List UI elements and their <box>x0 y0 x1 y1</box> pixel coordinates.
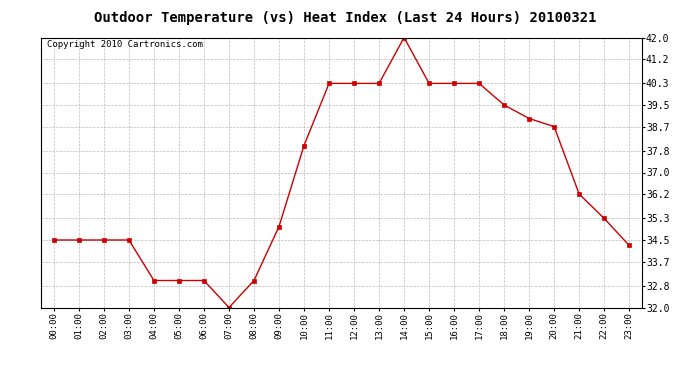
Text: Outdoor Temperature (vs) Heat Index (Last 24 Hours) 20100321: Outdoor Temperature (vs) Heat Index (Las… <box>94 11 596 25</box>
Text: Copyright 2010 Cartronics.com: Copyright 2010 Cartronics.com <box>48 40 204 49</box>
